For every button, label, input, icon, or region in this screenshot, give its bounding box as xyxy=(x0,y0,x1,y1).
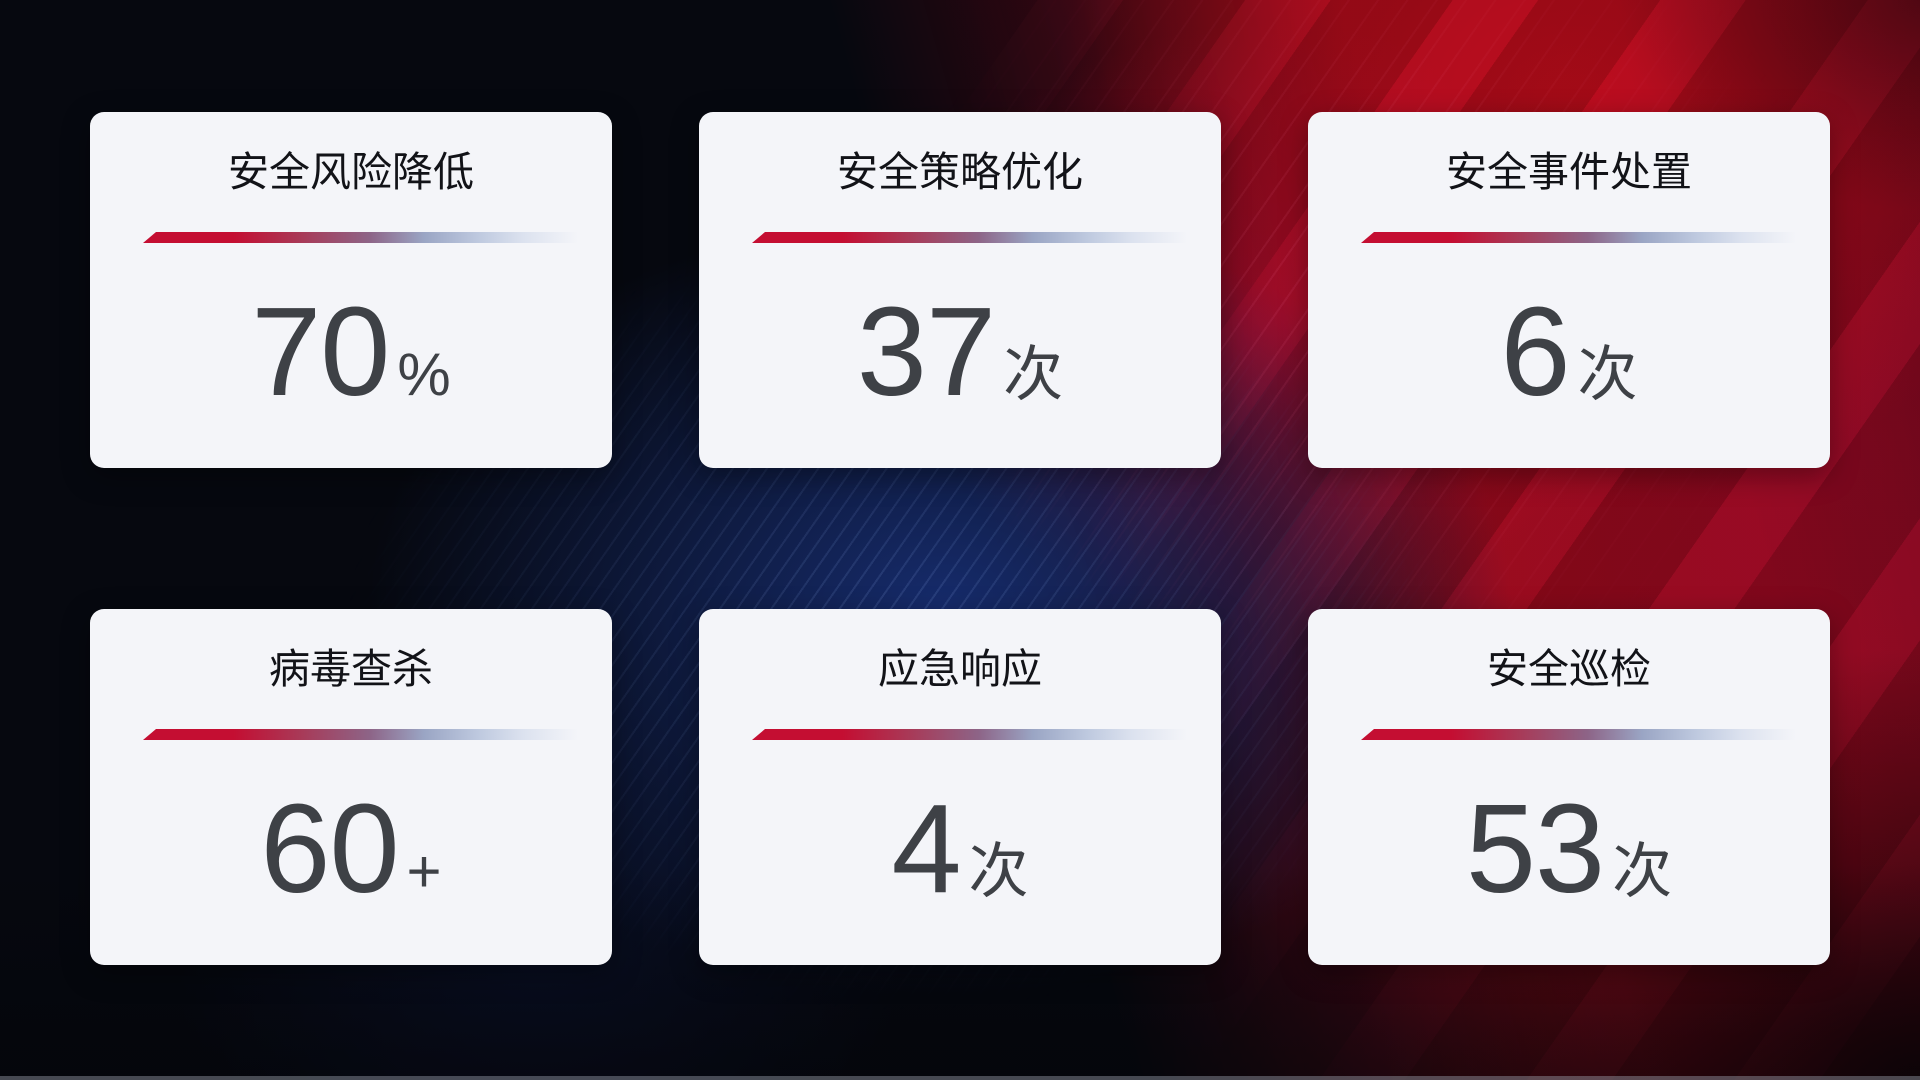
stat-card-title: 病毒查杀 xyxy=(269,646,433,692)
stat-value-row: 6 次 xyxy=(1308,289,1830,415)
stat-unit: 次 xyxy=(968,838,1029,905)
divider-gradient-bar xyxy=(1361,729,1814,740)
stat-value: 60 xyxy=(260,778,399,919)
stat-unit: 次 xyxy=(1612,838,1673,905)
divider-gradient-bar xyxy=(143,232,596,243)
stat-value: 4 xyxy=(891,778,961,919)
stat-unit: 次 xyxy=(1003,341,1064,408)
stat-card-title: 安全风险降低 xyxy=(228,149,474,195)
divider-gradient-bar xyxy=(1361,232,1814,243)
stat-value: 70 xyxy=(251,281,390,422)
stat-card-title: 安全巡检 xyxy=(1487,646,1651,692)
stat-value-row: 4 次 xyxy=(699,786,1221,912)
divider-gradient-bar xyxy=(752,729,1205,740)
stat-card-grid: 安全风险降低 70 % 安全策略优化 37 次 安全事件处置 6 次 病毒查杀 … xyxy=(90,112,1830,965)
bottom-edge-strip xyxy=(0,1076,1920,1080)
stat-value-row: 70 % xyxy=(90,289,612,415)
stat-card-emergency-response: 应急响应 4 次 xyxy=(699,609,1221,965)
stat-card-policy-optimization: 安全策略优化 37 次 xyxy=(699,112,1221,468)
stat-value-row: 53 次 xyxy=(1308,786,1830,912)
stat-value: 6 xyxy=(1500,281,1570,422)
stat-card-incident-handling: 安全事件处置 6 次 xyxy=(1308,112,1830,468)
stat-card-virus-scan: 病毒查杀 60 + xyxy=(90,609,612,965)
stat-card-title: 安全策略优化 xyxy=(837,149,1083,195)
divider-gradient-bar xyxy=(752,232,1205,243)
stat-card-security-inspection: 安全巡检 53 次 xyxy=(1308,609,1830,965)
stat-value-row: 37 次 xyxy=(699,289,1221,415)
stat-card-risk-reduction: 安全风险降低 70 % xyxy=(90,112,612,468)
divider-gradient-bar xyxy=(143,729,596,740)
stat-value: 37 xyxy=(856,281,996,422)
stat-value-row: 60 + xyxy=(90,786,612,912)
stat-value: 53 xyxy=(1465,778,1605,919)
stat-unit: 次 xyxy=(1577,341,1638,408)
stat-card-title: 安全事件处置 xyxy=(1446,149,1692,195)
stat-card-title: 应急响应 xyxy=(878,646,1042,692)
stat-unit: % xyxy=(397,341,451,408)
stat-unit: + xyxy=(406,838,442,905)
